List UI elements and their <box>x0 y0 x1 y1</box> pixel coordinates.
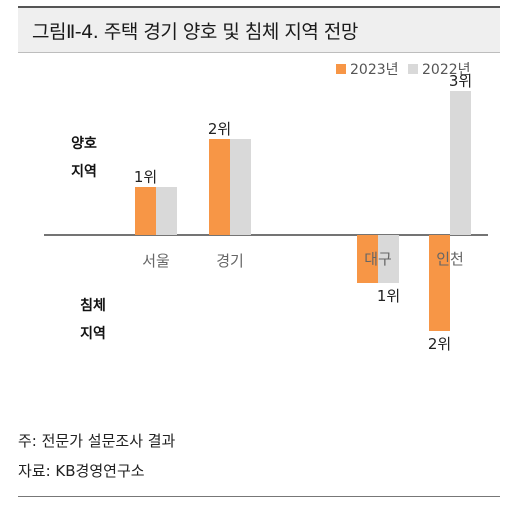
category-label: 대구 <box>364 250 392 268</box>
bar-2023-2 <box>209 139 230 235</box>
title-bar: 그림Ⅱ-4. 주택 경기 양호 및 침체 지역 전망 <box>18 6 500 53</box>
bar-2023-1 <box>135 187 156 235</box>
bar-rank-label: 1위 <box>377 287 400 305</box>
side-label-negative: 침체 <box>80 298 106 314</box>
category-label: 서울 <box>142 252 170 270</box>
bottom-rule <box>18 496 500 497</box>
category-label: 경기 <box>216 252 244 270</box>
side-label-positive: 지역 <box>71 163 97 180</box>
bar-2023-4 <box>429 235 450 331</box>
bar-2022-3 <box>378 235 399 283</box>
legend-label: 2022년 <box>422 62 471 78</box>
bar-2022-2 <box>230 139 251 235</box>
chart-title: 그림Ⅱ-4. 주택 경기 양호 및 침체 지역 전망 <box>32 21 358 43</box>
bar-2023-3 <box>357 235 378 283</box>
legend-label: 2023년 <box>350 62 399 78</box>
bar-2022-1 <box>156 187 177 235</box>
footnote-source: 자료: KB경영연구소 <box>18 462 145 480</box>
bar-rank-label: 1위 <box>134 168 157 186</box>
legend-swatch <box>408 64 418 74</box>
side-label-negative: 지역 <box>80 325 106 342</box>
legend-swatch <box>336 64 346 74</box>
side-label-positive: 양호 <box>71 136 97 152</box>
bar-rank-label: 2위 <box>428 335 451 353</box>
bar-rank-label: 3위 <box>449 72 472 90</box>
bar-2022-4 <box>450 91 471 235</box>
category-label: 인천 <box>436 250 464 268</box>
bar-rank-label: 2위 <box>208 120 231 138</box>
footnote-note: 주: 전문가 설문조사 결과 <box>18 432 176 450</box>
